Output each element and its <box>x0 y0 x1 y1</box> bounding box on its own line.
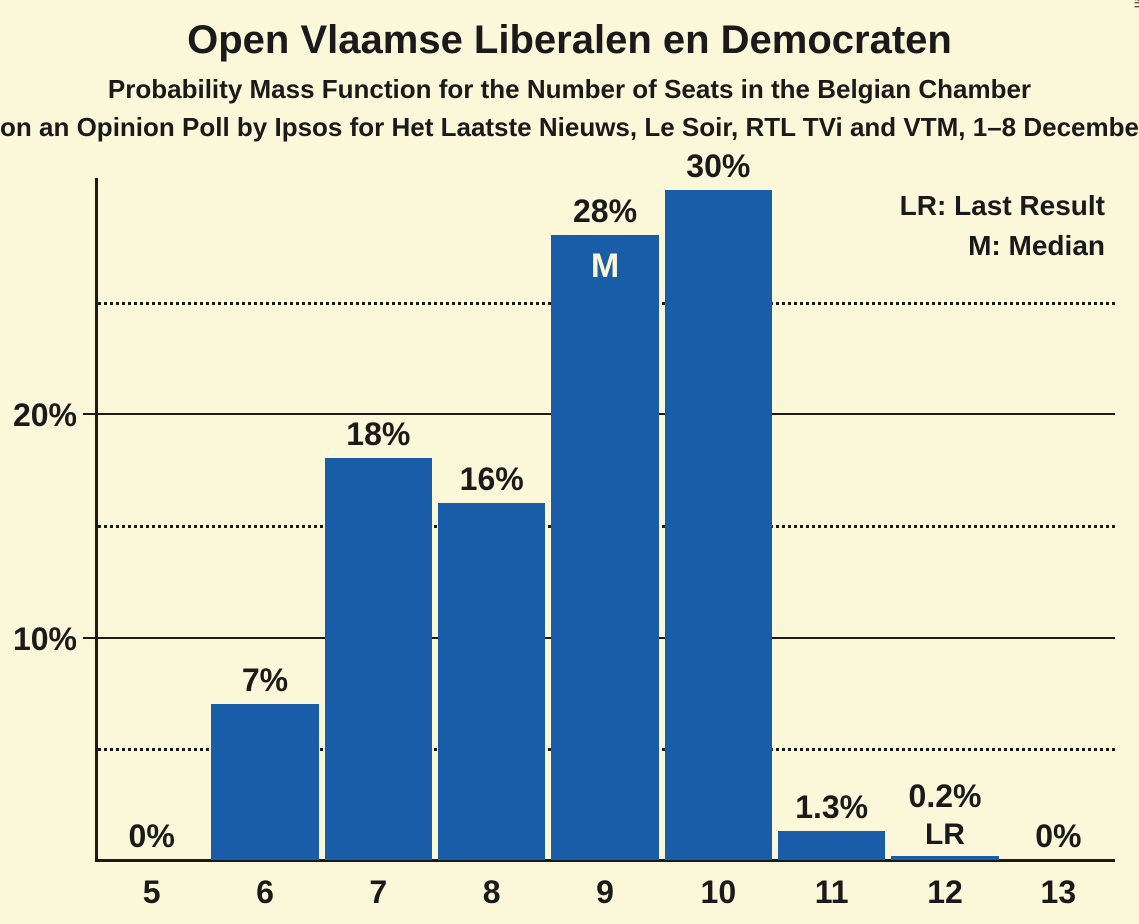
bar-value-label: 28% <box>548 193 661 230</box>
bar <box>211 704 319 860</box>
median-marker: M <box>551 247 659 286</box>
x-tick-label: 12 <box>888 874 1001 911</box>
chart-title: Open Vlaamse Liberalen en Democraten <box>0 18 1139 63</box>
x-tick-label: 11 <box>775 874 888 911</box>
chart-subtitle-1: Probability Mass Function for the Number… <box>0 74 1139 105</box>
bar-value-label: 0% <box>1002 818 1115 855</box>
bar-value-label: 0% <box>95 818 208 855</box>
y-tick-label: 10% <box>13 621 77 658</box>
bar <box>665 190 773 860</box>
plot-area: 10%20%50%67%718%816%928%M1030%111.3%120.… <box>95 190 1115 860</box>
legend-median: M: Median <box>968 230 1105 262</box>
y-axis <box>95 178 98 860</box>
legend-lr: LR: Last Result <box>900 190 1105 222</box>
y-tick-mark <box>83 413 95 415</box>
bar-value-label: 1.3% <box>775 789 888 826</box>
x-tick-label: 13 <box>1002 874 1115 911</box>
chart-container: © 2024 Filip van Laenen Open Vlaamse Lib… <box>0 0 1139 924</box>
x-tick-label: 6 <box>208 874 321 911</box>
bar-value-label: 0.2% <box>888 778 1001 815</box>
x-tick-label: 8 <box>435 874 548 911</box>
bar-value-label: 7% <box>208 662 321 699</box>
copyright-text: © 2024 Filip van Laenen <box>1131 0 1139 8</box>
bar-value-label: 16% <box>435 461 548 498</box>
bar <box>438 503 546 860</box>
bar-value-label: 18% <box>322 416 435 453</box>
lr-marker: LR <box>888 818 1001 852</box>
x-tick-label: 9 <box>548 874 661 911</box>
bar <box>778 831 886 860</box>
bar <box>551 235 659 860</box>
y-tick-mark <box>83 637 95 639</box>
x-tick-label: 5 <box>95 874 208 911</box>
chart-subtitle-2: on an Opinion Poll by Ipsos for Het Laat… <box>0 112 1139 143</box>
x-tick-label: 7 <box>322 874 435 911</box>
bar <box>891 856 999 860</box>
y-tick-label: 20% <box>13 397 77 434</box>
x-tick-label: 10 <box>662 874 775 911</box>
bar-value-label: 30% <box>662 148 775 185</box>
bar <box>325 458 433 860</box>
